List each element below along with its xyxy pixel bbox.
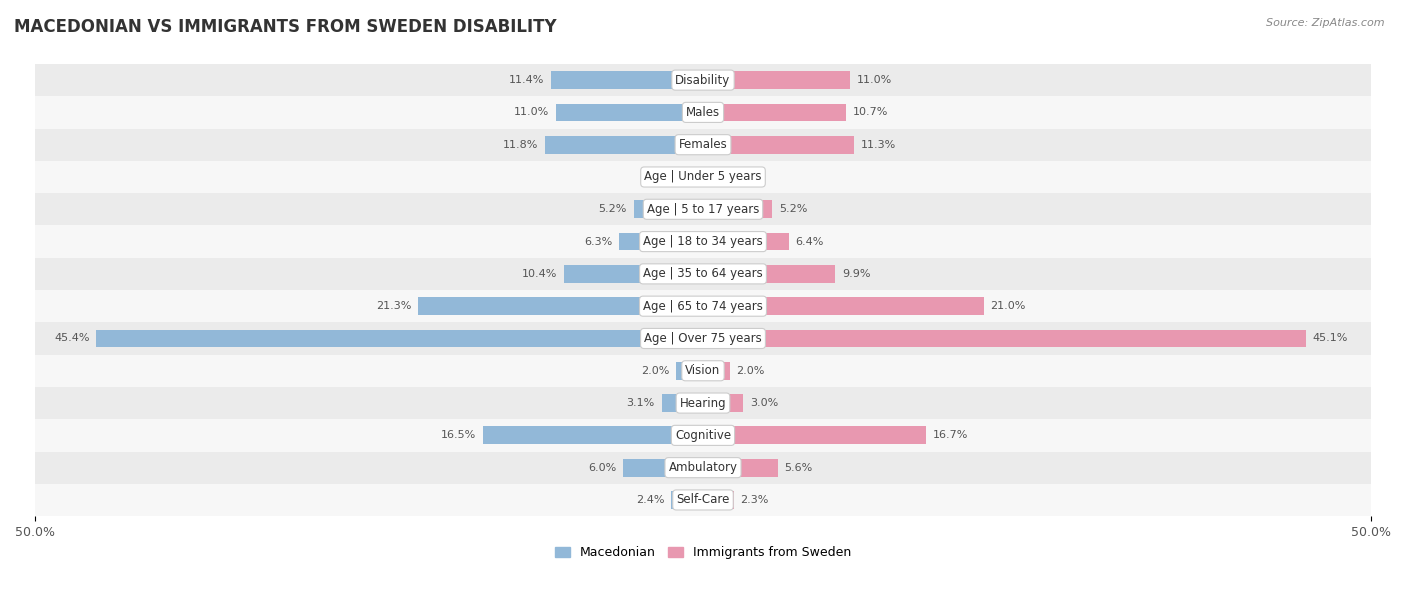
Bar — [662, 394, 703, 412]
Bar — [623, 459, 703, 477]
Text: 45.4%: 45.4% — [55, 334, 90, 343]
Bar — [703, 71, 851, 89]
Text: MACEDONIAN VS IMMIGRANTS FROM SWEDEN DISABILITY: MACEDONIAN VS IMMIGRANTS FROM SWEDEN DIS… — [14, 18, 557, 36]
Text: 16.5%: 16.5% — [440, 430, 475, 441]
Text: Cognitive: Cognitive — [675, 429, 731, 442]
Text: Age | 5 to 17 years: Age | 5 to 17 years — [647, 203, 759, 216]
Text: 21.0%: 21.0% — [990, 301, 1025, 311]
Bar — [35, 323, 1371, 354]
Bar — [546, 136, 703, 154]
Bar — [703, 265, 835, 283]
Text: Age | Over 75 years: Age | Over 75 years — [644, 332, 762, 345]
Bar — [688, 168, 703, 186]
Bar — [97, 330, 703, 348]
Bar — [35, 193, 1371, 225]
Bar — [35, 354, 1371, 387]
Text: 6.4%: 6.4% — [796, 237, 824, 247]
Bar — [703, 103, 846, 121]
Text: 45.1%: 45.1% — [1312, 334, 1347, 343]
Bar — [703, 200, 772, 218]
Bar — [703, 136, 853, 154]
Bar — [703, 297, 984, 315]
Text: 11.4%: 11.4% — [509, 75, 544, 85]
Text: Hearing: Hearing — [679, 397, 727, 409]
Text: 11.0%: 11.0% — [856, 75, 891, 85]
Bar — [35, 64, 1371, 96]
Text: Age | 35 to 64 years: Age | 35 to 64 years — [643, 267, 763, 280]
Text: 3.1%: 3.1% — [627, 398, 655, 408]
Bar — [555, 103, 703, 121]
Bar — [35, 387, 1371, 419]
Bar — [634, 200, 703, 218]
Bar — [564, 265, 703, 283]
Text: 6.3%: 6.3% — [583, 237, 612, 247]
Text: 10.7%: 10.7% — [852, 107, 889, 118]
Bar — [35, 225, 1371, 258]
Text: 3.0%: 3.0% — [749, 398, 778, 408]
Bar — [35, 96, 1371, 129]
Bar — [703, 168, 717, 186]
Text: 21.3%: 21.3% — [377, 301, 412, 311]
Bar — [671, 491, 703, 509]
Bar — [703, 233, 789, 250]
Text: 16.7%: 16.7% — [932, 430, 969, 441]
Text: Disability: Disability — [675, 73, 731, 87]
Text: 1.1%: 1.1% — [724, 172, 752, 182]
Text: 1.2%: 1.2% — [652, 172, 681, 182]
Text: 11.0%: 11.0% — [515, 107, 550, 118]
Text: 6.0%: 6.0% — [588, 463, 616, 472]
Text: 9.9%: 9.9% — [842, 269, 870, 279]
Bar — [703, 491, 734, 509]
Text: Age | Under 5 years: Age | Under 5 years — [644, 171, 762, 184]
Text: 5.6%: 5.6% — [785, 463, 813, 472]
Bar — [551, 71, 703, 89]
Legend: Macedonian, Immigrants from Sweden: Macedonian, Immigrants from Sweden — [550, 541, 856, 564]
Text: 10.4%: 10.4% — [522, 269, 557, 279]
Bar — [35, 290, 1371, 323]
Text: Self-Care: Self-Care — [676, 493, 730, 507]
Text: Ambulatory: Ambulatory — [668, 461, 738, 474]
Bar — [703, 362, 730, 379]
Text: Vision: Vision — [685, 364, 721, 377]
Bar — [35, 484, 1371, 516]
Bar — [703, 394, 744, 412]
Text: Females: Females — [679, 138, 727, 151]
Text: Age | 18 to 34 years: Age | 18 to 34 years — [643, 235, 763, 248]
Bar — [35, 161, 1371, 193]
Bar — [703, 459, 778, 477]
Bar — [619, 233, 703, 250]
Text: Males: Males — [686, 106, 720, 119]
Bar — [35, 419, 1371, 452]
Text: 2.0%: 2.0% — [641, 366, 669, 376]
Bar — [35, 258, 1371, 290]
Text: 5.2%: 5.2% — [599, 204, 627, 214]
Bar — [703, 330, 1306, 348]
Bar — [703, 427, 927, 444]
Text: 5.2%: 5.2% — [779, 204, 807, 214]
Bar — [482, 427, 703, 444]
Bar — [419, 297, 703, 315]
Bar — [35, 452, 1371, 484]
Text: 2.0%: 2.0% — [737, 366, 765, 376]
Bar — [676, 362, 703, 379]
Text: 11.8%: 11.8% — [503, 140, 538, 150]
Text: 2.4%: 2.4% — [636, 495, 664, 505]
Bar — [35, 129, 1371, 161]
Text: Age | 65 to 74 years: Age | 65 to 74 years — [643, 300, 763, 313]
Text: 11.3%: 11.3% — [860, 140, 896, 150]
Text: 2.3%: 2.3% — [741, 495, 769, 505]
Text: Source: ZipAtlas.com: Source: ZipAtlas.com — [1267, 18, 1385, 28]
